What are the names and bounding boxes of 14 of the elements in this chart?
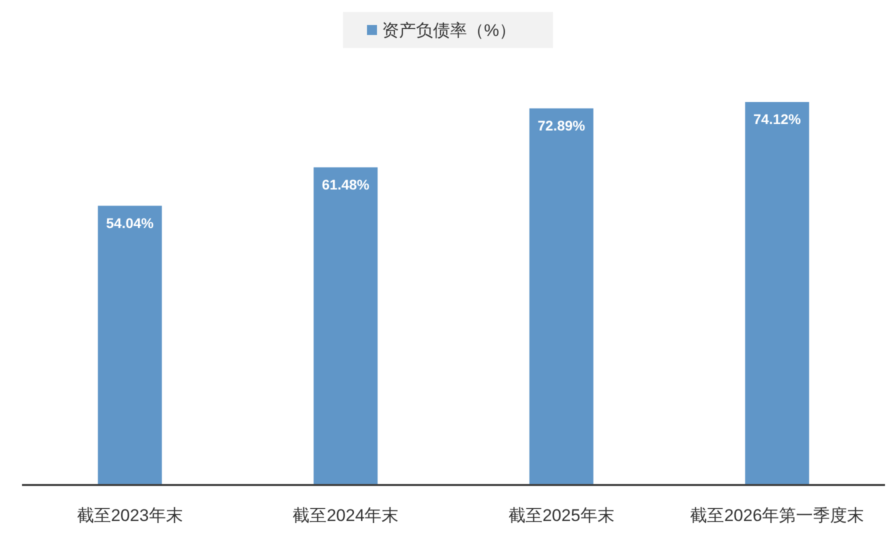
data-label: 54.04%: [106, 214, 154, 231]
x-tick-label: 截至2025年末: [508, 506, 614, 525]
bar: [745, 102, 810, 485]
data-label: 74.12%: [753, 111, 802, 127]
bar: [98, 206, 162, 485]
legend: 资产负债率（%）: [343, 12, 553, 48]
data-label: 61.48%: [322, 176, 370, 192]
bar: [529, 108, 594, 485]
data-label: 72.89%: [538, 117, 586, 134]
bar: [314, 167, 378, 485]
legend-label: 资产负债率（%）: [382, 21, 516, 40]
x-tick-label: 截至2026年第一季度末: [690, 506, 864, 525]
x-tick-label: 截至2023年末: [76, 506, 183, 525]
x-tick-label: 截至2024年末: [292, 506, 399, 525]
